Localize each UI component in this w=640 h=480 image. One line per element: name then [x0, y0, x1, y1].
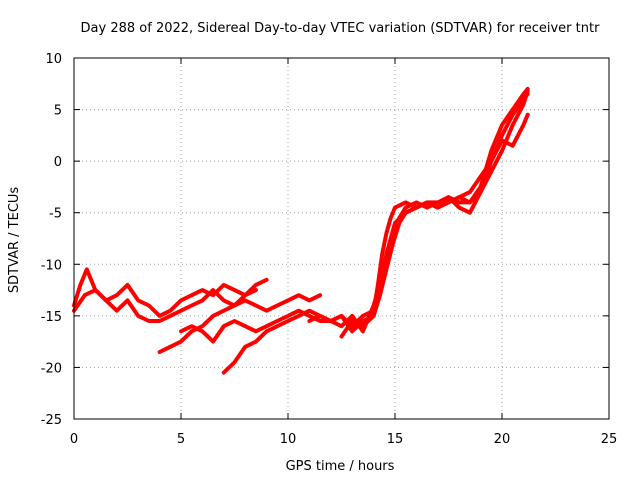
x-tick-label: 0 [70, 432, 78, 447]
y-tick-label: 5 [54, 104, 62, 119]
plot-frame [73, 57, 610, 420]
x-tick-label: 10 [280, 432, 297, 447]
y-tick-label: -20 [41, 361, 62, 376]
y-tick-label: -10 [41, 258, 62, 273]
series-group [72, 86, 530, 375]
series-line-trace-2 [72, 267, 258, 323]
x-tick-label: 25 [601, 432, 618, 447]
y-tick-label: -15 [41, 310, 62, 325]
y-tick-label: -5 [49, 207, 62, 222]
series-line-trace-6 [307, 112, 530, 334]
series-line-trace-3 [157, 293, 323, 354]
series-line-trace-7 [339, 86, 530, 339]
y-axis-label: SDTVAR / TECUs [7, 187, 22, 294]
y-tick-label: 0 [54, 155, 62, 170]
grid [74, 58, 609, 419]
chart-title: Day 288 of 2022, Sidereal Day-to-day VTE… [81, 21, 601, 36]
y-tick-label: -25 [41, 413, 62, 428]
x-axis-ticks: 0 5 10 15 20 25 [70, 58, 617, 447]
y-axis-ticks: -25 -20 -15 -10 -5 0 5 10 [41, 52, 609, 428]
x-axis-label: GPS time / hours [286, 459, 395, 474]
y-tick-label: 10 [45, 52, 62, 67]
x-tick-label: 5 [177, 432, 185, 447]
series-line-trace-4 [221, 92, 530, 375]
x-tick-label: 15 [387, 432, 404, 447]
x-tick-label: 20 [494, 432, 511, 447]
